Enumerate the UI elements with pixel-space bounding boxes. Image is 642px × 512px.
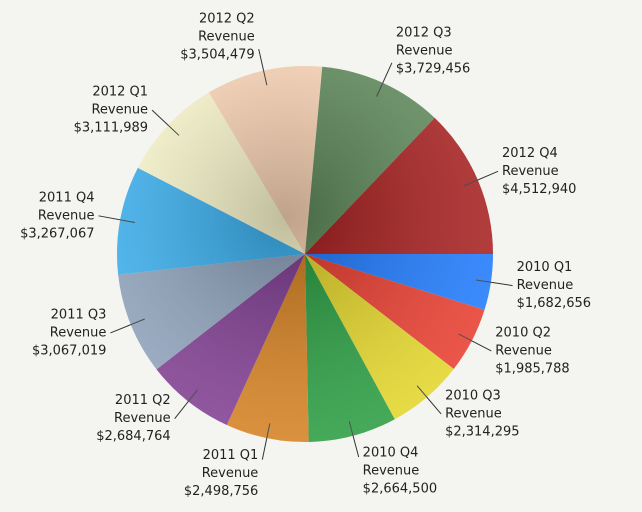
slice-series: Revenue: [202, 466, 259, 481]
slice-series: Revenue: [50, 325, 107, 340]
slice-category: 2011 Q2: [115, 393, 171, 408]
slice-category: 2010 Q1: [517, 260, 573, 275]
slice-series: Revenue: [198, 30, 255, 45]
slice-series: Revenue: [495, 343, 552, 358]
slice-value: $1,682,656: [517, 296, 591, 311]
slice-category: 2011 Q1: [203, 448, 259, 463]
slice-category: 2011 Q4: [39, 190, 95, 205]
slice-category: 2010 Q3: [445, 388, 501, 403]
slice-series: Revenue: [38, 208, 95, 223]
slice-value: $2,664,500: [363, 482, 437, 497]
slice-category: 2012 Q1: [92, 85, 148, 100]
slice-series: Revenue: [396, 43, 453, 58]
slice-value: $3,111,989: [74, 121, 148, 136]
slice-category: 2012 Q4: [502, 146, 558, 161]
slice-series: Revenue: [517, 278, 574, 293]
slice-value: $2,684,764: [96, 429, 170, 444]
slice-series: Revenue: [114, 411, 171, 426]
slice-series: Revenue: [91, 103, 148, 118]
slice-value: $2,498,756: [184, 484, 258, 499]
slice-value: $3,067,019: [32, 343, 106, 358]
slice-value: $3,729,456: [396, 61, 470, 76]
slice-series: Revenue: [502, 164, 559, 179]
slice-category: 2012 Q2: [199, 12, 255, 27]
slice-series: Revenue: [363, 464, 420, 479]
slice-category: 2011 Q3: [51, 307, 107, 322]
slice-category: 2010 Q4: [363, 446, 419, 461]
slice-value: $1,985,788: [495, 361, 569, 376]
slice-category: 2010 Q2: [495, 325, 551, 340]
slice-value: $2,314,295: [445, 424, 519, 439]
slice-value: $3,267,067: [20, 226, 94, 241]
slice-series: Revenue: [445, 406, 502, 421]
slice-value: $4,512,940: [502, 182, 576, 197]
slice-value: $3,504,479: [180, 48, 254, 63]
slice-category: 2012 Q3: [396, 25, 452, 40]
